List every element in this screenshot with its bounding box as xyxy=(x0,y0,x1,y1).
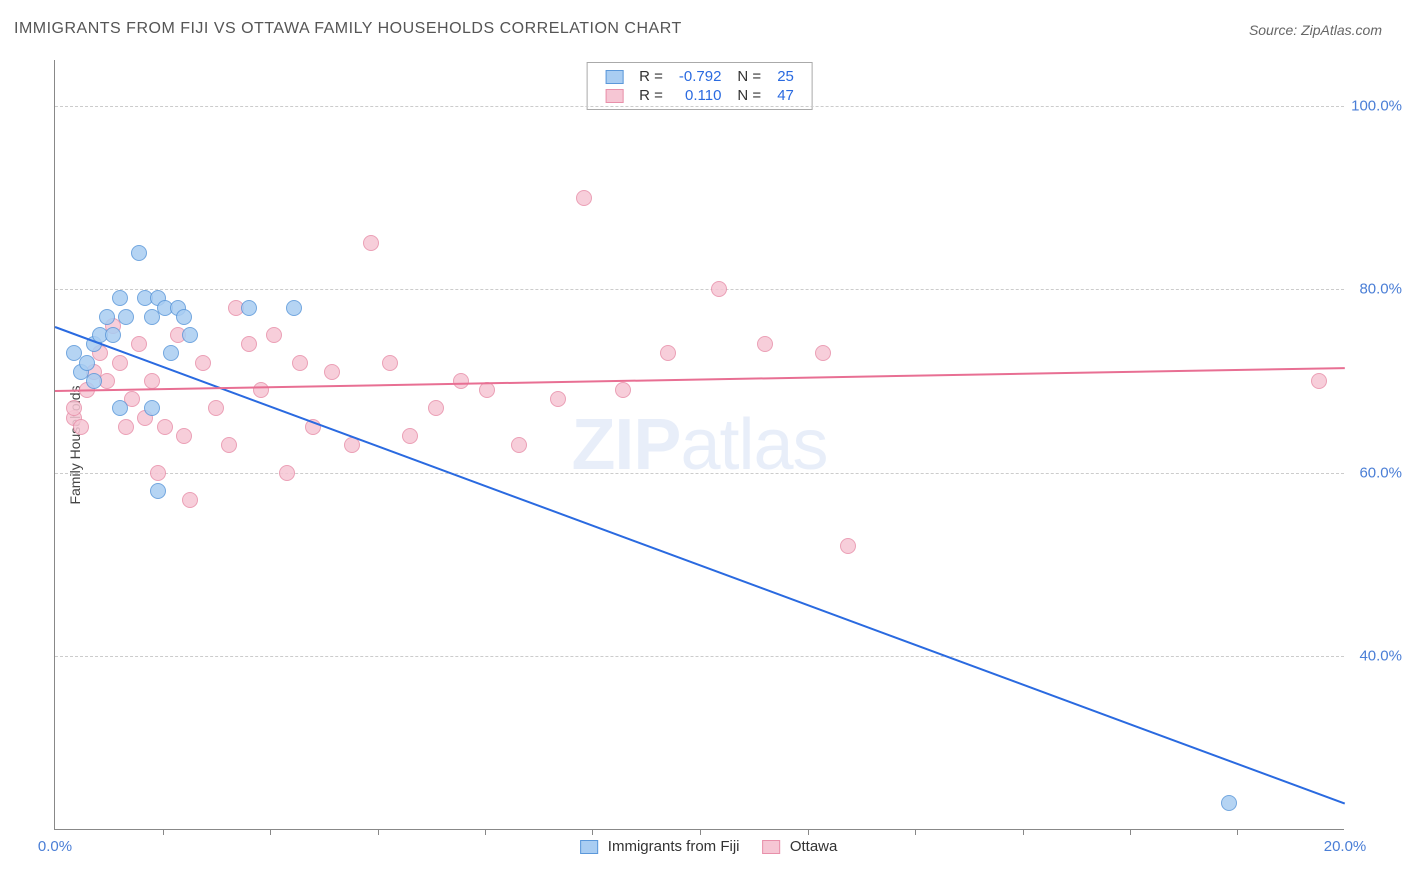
y-tick-label: 40.0% xyxy=(1350,647,1402,664)
data-point xyxy=(118,309,134,325)
data-point xyxy=(73,419,89,435)
data-point xyxy=(815,345,831,361)
data-point xyxy=(428,400,444,416)
stats-row: R = -0.792 N = 25 xyxy=(597,67,802,86)
data-point xyxy=(182,492,198,508)
x-tick xyxy=(915,829,916,835)
y-tick-label: 80.0% xyxy=(1350,281,1402,298)
data-point xyxy=(757,336,773,352)
data-point xyxy=(576,190,592,206)
gridline xyxy=(55,106,1344,107)
source-prefix: Source: xyxy=(1249,22,1301,38)
trend-line xyxy=(55,326,1346,805)
series-legend: Immigrants from Fiji Ottawa xyxy=(562,838,838,855)
data-point xyxy=(105,327,121,343)
source-attribution: Source: ZipAtlas.com xyxy=(1249,22,1382,38)
n-value: 25 xyxy=(769,67,802,86)
data-point xyxy=(112,400,128,416)
x-tick-label: 0.0% xyxy=(38,838,72,855)
x-tick xyxy=(700,829,701,835)
legend-swatch-ottawa xyxy=(762,840,780,854)
y-tick-label: 60.0% xyxy=(1350,464,1402,481)
x-tick xyxy=(163,829,164,835)
data-point xyxy=(241,300,257,316)
page-title: IMMIGRANTS FROM FIJI VS OTTAWA FAMILY HO… xyxy=(14,20,682,38)
gridline xyxy=(55,473,1344,474)
data-point xyxy=(1221,795,1237,811)
data-point xyxy=(511,437,527,453)
data-point xyxy=(150,483,166,499)
r-label: R = xyxy=(631,86,671,105)
gridline xyxy=(55,656,1344,657)
data-point xyxy=(182,327,198,343)
data-point xyxy=(112,290,128,306)
gridline xyxy=(55,289,1344,290)
n-label: N = xyxy=(729,67,769,86)
data-point xyxy=(253,382,269,398)
data-point xyxy=(286,300,302,316)
data-point xyxy=(163,345,179,361)
data-point xyxy=(131,245,147,261)
x-tick xyxy=(378,829,379,835)
n-label: N = xyxy=(729,86,769,105)
data-point xyxy=(615,382,631,398)
data-point xyxy=(382,355,398,371)
data-point xyxy=(99,309,115,325)
scatter-plot: ZIPatlas Family Households R = -0.792 N … xyxy=(54,60,1344,830)
data-point xyxy=(144,373,160,389)
data-point xyxy=(660,345,676,361)
trend-line xyxy=(55,367,1345,392)
data-point xyxy=(150,465,166,481)
r-value: 0.110 xyxy=(671,86,730,105)
x-tick xyxy=(592,829,593,835)
stats-legend: R = -0.792 N = 25 R = 0.110 N = 47 xyxy=(586,62,813,110)
data-point xyxy=(266,327,282,343)
data-point xyxy=(324,364,340,380)
source-name: ZipAtlas.com xyxy=(1301,22,1382,38)
data-point xyxy=(112,355,128,371)
x-tick xyxy=(270,829,271,835)
data-point xyxy=(66,400,82,416)
data-point xyxy=(1311,373,1327,389)
data-point xyxy=(79,355,95,371)
data-point xyxy=(118,419,134,435)
data-point xyxy=(840,538,856,554)
stats-table: R = -0.792 N = 25 R = 0.110 N = 47 xyxy=(597,67,802,105)
data-point xyxy=(550,391,566,407)
stats-row: R = 0.110 N = 47 xyxy=(597,86,802,105)
data-point xyxy=(241,336,257,352)
legend-label: Ottawa xyxy=(790,838,838,855)
data-point xyxy=(176,428,192,444)
r-label: R = xyxy=(631,67,671,86)
data-point xyxy=(131,336,147,352)
data-point xyxy=(195,355,211,371)
data-point xyxy=(86,373,102,389)
data-point xyxy=(279,465,295,481)
x-tick xyxy=(808,829,809,835)
data-point xyxy=(144,400,160,416)
data-point xyxy=(176,309,192,325)
data-point xyxy=(453,373,469,389)
legend-swatch-ottawa xyxy=(605,89,623,103)
data-point xyxy=(292,355,308,371)
data-point xyxy=(711,281,727,297)
x-tick xyxy=(1130,829,1131,835)
legend-swatch-fiji xyxy=(580,840,598,854)
data-point xyxy=(157,419,173,435)
y-tick-label: 100.0% xyxy=(1350,97,1402,114)
x-tick xyxy=(1023,829,1024,835)
legend-swatch-fiji xyxy=(605,70,623,84)
r-value: -0.792 xyxy=(671,67,730,86)
x-tick xyxy=(485,829,486,835)
data-point xyxy=(208,400,224,416)
x-tick-label: 20.0% xyxy=(1324,838,1367,855)
legend-label: Immigrants from Fiji xyxy=(608,838,740,855)
data-point xyxy=(363,235,379,251)
data-point xyxy=(221,437,237,453)
x-tick xyxy=(1237,829,1238,835)
data-point xyxy=(402,428,418,444)
n-value: 47 xyxy=(769,86,802,105)
